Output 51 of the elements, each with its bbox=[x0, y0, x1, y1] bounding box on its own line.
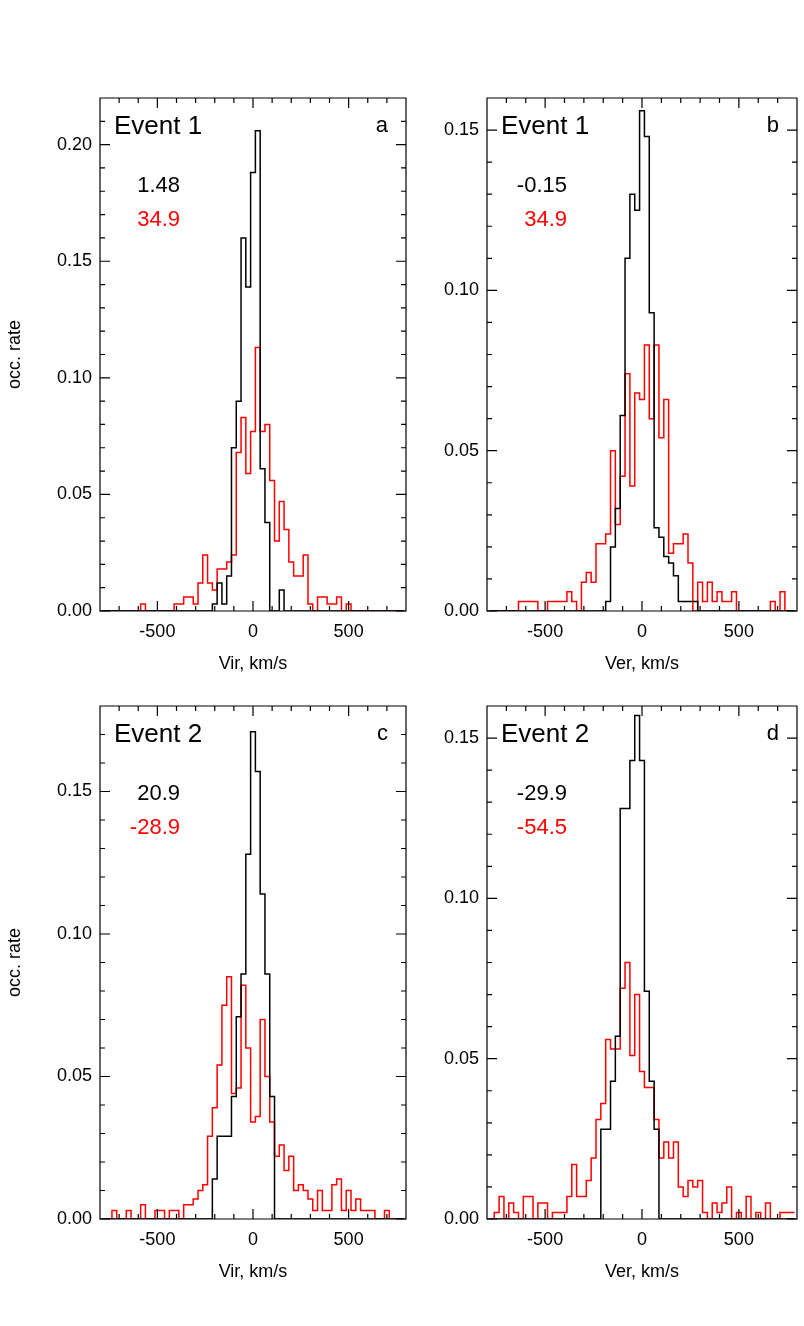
annotation: -0.15 bbox=[516, 172, 567, 197]
y-tick-label: 0.05 bbox=[443, 439, 479, 460]
x-tick-label: 0 bbox=[247, 620, 259, 641]
text: Event 2 bbox=[501, 718, 590, 748]
x-tick-label: 0 bbox=[247, 1228, 259, 1249]
annotation: 34.9 bbox=[524, 206, 567, 231]
annotation: b bbox=[766, 112, 779, 137]
x-tick-label: -500 bbox=[139, 1228, 176, 1249]
y-tick-label: 0.10 bbox=[443, 279, 479, 300]
y-tick-label: 0.10 bbox=[443, 887, 479, 908]
y-axis-title: occ. rate bbox=[3, 319, 24, 390]
annotation: 1.48 bbox=[137, 172, 180, 197]
y-tick-label: 0.15 bbox=[56, 780, 92, 801]
annotation: -28.9 bbox=[129, 814, 180, 839]
y-tick-label: 0.15 bbox=[56, 250, 92, 271]
y-tick-label: 0.00 bbox=[56, 1207, 92, 1228]
y-tick-label: 0.15 bbox=[443, 727, 479, 748]
x-tick-label: 500 bbox=[723, 620, 754, 641]
annotation: -54.5 bbox=[516, 814, 567, 839]
x-axis-title: Vir, km/s bbox=[218, 653, 288, 674]
x-axis-title: Ver, km/s bbox=[604, 1261, 680, 1282]
x-tick-label: -500 bbox=[527, 620, 564, 641]
y-tick-label: 0.20 bbox=[56, 133, 92, 154]
x-tick-label: 500 bbox=[333, 1228, 364, 1249]
y-tick-label: 0.10 bbox=[56, 366, 92, 387]
y-tick-label: 0.00 bbox=[443, 1207, 479, 1228]
x-tick-label: -500 bbox=[139, 620, 176, 641]
annotation: c bbox=[377, 720, 388, 745]
annotation: d bbox=[766, 720, 779, 745]
annotation: 20.9 bbox=[137, 780, 180, 805]
y-axis-title: occ. rate bbox=[3, 927, 24, 998]
x-tick-label: 0 bbox=[636, 1228, 648, 1249]
y-tick-label: 0.15 bbox=[443, 119, 479, 140]
x-tick-label: 0 bbox=[636, 620, 648, 641]
y-tick-label: 0.05 bbox=[56, 483, 92, 504]
text: Event 2 bbox=[114, 718, 203, 748]
text: Event 1 bbox=[114, 110, 203, 140]
y-tick-label: 0.10 bbox=[56, 922, 92, 943]
y-tick-label: 0.05 bbox=[56, 1065, 92, 1086]
x-tick-label: -500 bbox=[527, 1228, 564, 1249]
y-tick-label: 0.05 bbox=[443, 1047, 479, 1068]
text: Event 1 bbox=[501, 110, 590, 140]
y-tick-label: 0.00 bbox=[56, 599, 92, 620]
annotation: -29.9 bbox=[516, 780, 567, 805]
x-tick-label: 500 bbox=[333, 620, 364, 641]
x-tick-label: 500 bbox=[723, 1228, 754, 1249]
x-axis-title: Vir, km/s bbox=[218, 1261, 288, 1282]
annotation: 34.9 bbox=[137, 206, 180, 231]
annotation: a bbox=[375, 112, 389, 137]
x-axis-title: Ver, km/s bbox=[604, 653, 680, 674]
y-tick-label: 0.00 bbox=[443, 599, 479, 620]
